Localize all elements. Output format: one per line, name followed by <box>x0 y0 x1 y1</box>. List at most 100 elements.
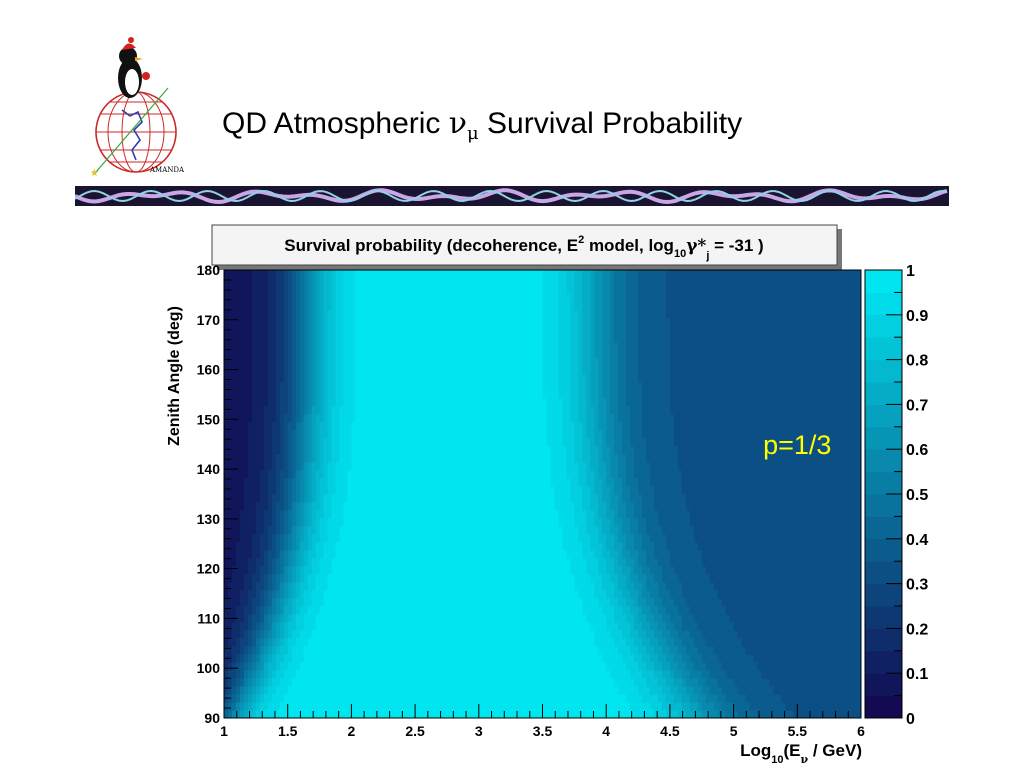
heatmap-cell <box>833 638 838 647</box>
heatmap-cell <box>438 518 444 527</box>
heatmap-cell <box>514 622 520 631</box>
heatmap-cell <box>693 614 699 623</box>
heatmap-cell <box>283 486 289 495</box>
heatmap-cell <box>271 502 277 511</box>
heatmap-cell <box>618 646 623 655</box>
heatmap-cell <box>494 694 500 703</box>
heatmap-cell <box>498 686 504 695</box>
heatmap-cell <box>231 630 237 639</box>
heatmap-cell <box>235 678 241 687</box>
heatmap-cell <box>411 518 416 527</box>
heatmap-cell <box>291 598 297 607</box>
heatmap-cell <box>845 614 850 623</box>
heatmap-cell <box>275 678 281 687</box>
heatmap-cell <box>371 702 376 711</box>
heatmap-cell <box>797 486 802 495</box>
heatmap-cell <box>331 582 337 591</box>
heatmap-cell <box>224 646 229 655</box>
heatmap-cell <box>638 614 643 623</box>
heatmap-cell <box>793 630 798 639</box>
heatmap-cell <box>359 470 364 479</box>
heatmap-cell <box>458 670 464 679</box>
heatmap-cell <box>578 678 583 687</box>
heatmap-cell <box>307 662 313 671</box>
heatmap-cell <box>466 550 472 559</box>
heatmap-cell <box>263 582 269 591</box>
heatmap-cell <box>435 678 440 687</box>
heatmap-cell <box>399 646 404 655</box>
heatmap-cell <box>753 478 759 487</box>
heatmap-cell <box>510 606 516 615</box>
heatmap-cell <box>387 598 392 607</box>
heatmap-cell <box>486 526 492 535</box>
heatmap-cell <box>446 662 452 671</box>
heatmap-cell <box>411 702 416 711</box>
heatmap-cell <box>375 566 380 575</box>
heatmap-cell <box>251 702 257 711</box>
heatmap-cell <box>586 702 591 711</box>
heatmap-cell <box>689 494 695 503</box>
heatmap-cell <box>319 558 325 567</box>
heatmap-cell <box>367 598 372 607</box>
heatmap-cell <box>319 590 325 599</box>
heatmap-cell <box>558 710 564 718</box>
heatmap-cell <box>610 518 615 527</box>
heatmap-cell <box>805 662 810 671</box>
heatmap-cell <box>486 670 492 679</box>
heatmap-cell <box>335 550 341 559</box>
heatmap-cell <box>395 646 400 655</box>
heatmap-cell <box>606 478 611 487</box>
heatmap-cell <box>857 678 861 687</box>
heatmap-cell <box>482 702 488 711</box>
heatmap-cell <box>793 534 798 543</box>
heatmap-cell <box>697 486 703 495</box>
heatmap-cell <box>801 558 806 567</box>
heatmap-cell <box>383 550 388 559</box>
heatmap-cell <box>546 534 552 543</box>
heatmap-cell <box>857 526 861 535</box>
heatmap-cell <box>749 694 755 703</box>
heatmap-cell <box>291 702 297 711</box>
heatmap-cell <box>450 566 456 575</box>
heatmap-cell <box>665 486 671 495</box>
heatmap-cell <box>466 606 472 615</box>
heatmap-cell <box>618 678 623 687</box>
heatmap-cell <box>391 478 396 487</box>
heatmap-cell <box>442 574 448 583</box>
heatmap-cell <box>243 462 249 471</box>
heatmap-cell <box>347 510 352 519</box>
heatmap-cell <box>677 534 683 543</box>
heatmap-cell <box>363 510 368 519</box>
heatmap-cell <box>709 646 715 655</box>
heatmap-cell <box>259 694 265 703</box>
heatmap-cell <box>494 606 500 615</box>
heatmap-cell <box>235 510 241 519</box>
heatmap-cell <box>419 486 424 495</box>
heatmap-cell <box>598 478 603 487</box>
heatmap-cell <box>482 662 488 671</box>
heatmap-cell <box>323 686 329 695</box>
heatmap-cell <box>602 574 607 583</box>
heatmap-cell <box>494 486 500 495</box>
heatmap-cell <box>431 582 436 591</box>
heatmap-cell <box>618 574 623 583</box>
heatmap-cell <box>653 702 659 711</box>
heatmap-cell <box>669 526 675 535</box>
heatmap-cell <box>399 614 404 623</box>
heatmap-cell <box>725 710 731 718</box>
heatmap-cell <box>626 606 631 615</box>
heatmap-cell <box>403 670 408 679</box>
heatmap-cell <box>757 566 763 575</box>
heatmap-cell <box>526 470 532 479</box>
heatmap-cell <box>785 694 790 703</box>
heatmap-cell <box>263 550 269 559</box>
heatmap-cell <box>423 630 428 639</box>
heatmap-cell <box>833 694 838 703</box>
heatmap-cell <box>470 670 476 679</box>
heatmap-cell <box>263 702 269 711</box>
heatmap-cell <box>681 638 687 647</box>
heatmap-cell <box>721 558 727 567</box>
heatmap-cell <box>661 702 667 711</box>
heatmap-cell <box>773 598 778 607</box>
heatmap-cell <box>653 502 659 511</box>
